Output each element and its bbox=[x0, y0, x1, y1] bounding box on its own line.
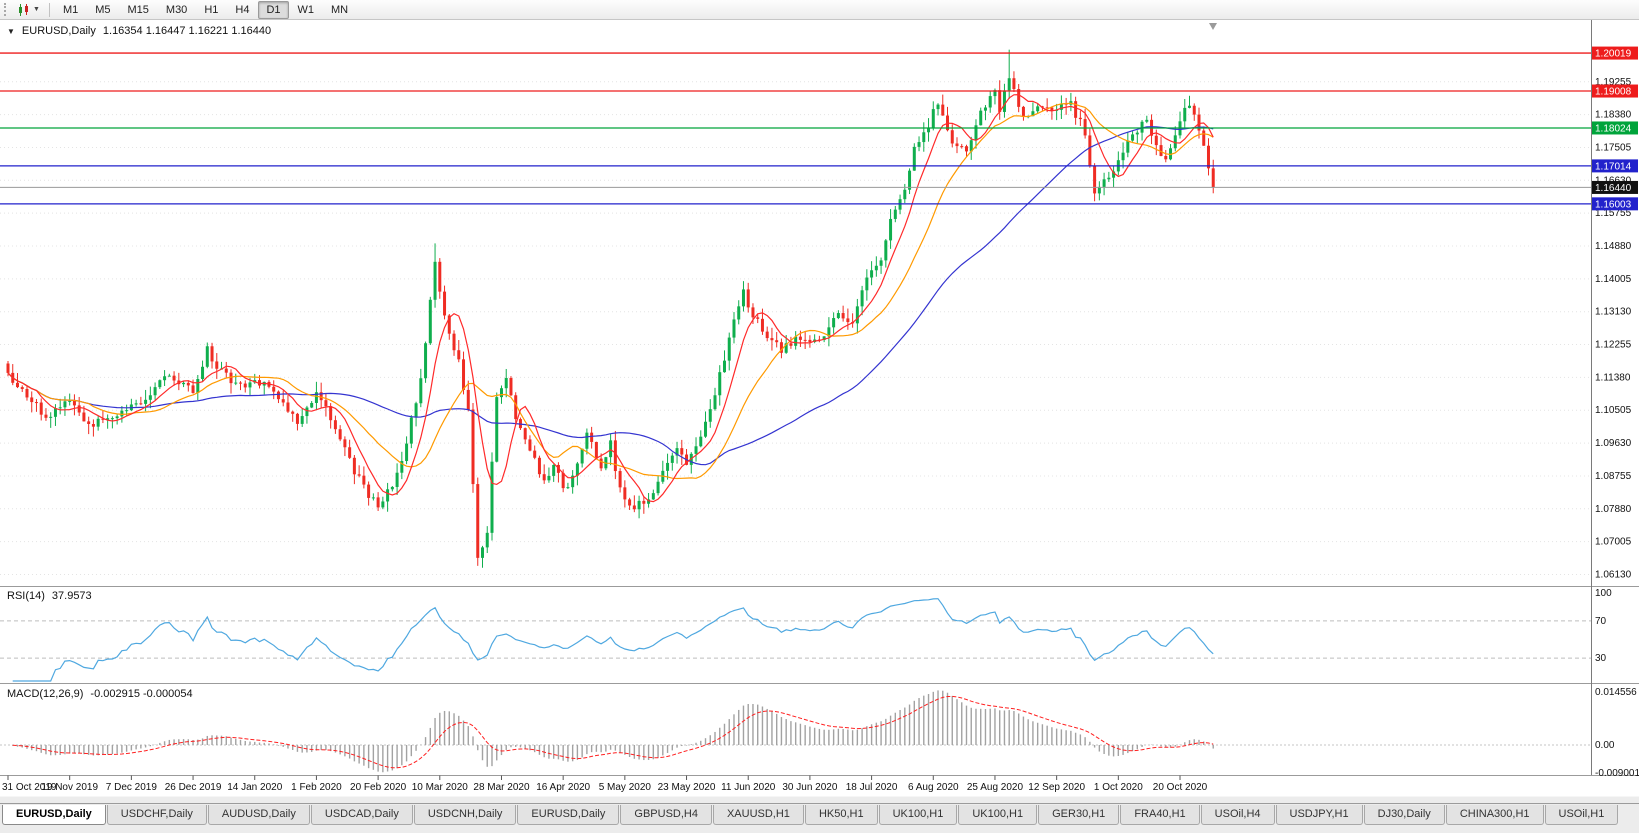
chart-tab-hk50-h1[interactable]: HK50,H1 bbox=[804, 805, 878, 825]
svg-text:6 Aug 2020: 6 Aug 2020 bbox=[908, 782, 959, 793]
svg-text:14 Jan 2020: 14 Jan 2020 bbox=[227, 782, 282, 793]
svg-text:1.08755: 1.08755 bbox=[1595, 471, 1632, 482]
svg-text:1.09630: 1.09630 bbox=[1595, 438, 1632, 449]
svg-text:1.12255: 1.12255 bbox=[1595, 340, 1632, 351]
svg-text:1 Feb 2020: 1 Feb 2020 bbox=[291, 782, 342, 793]
toolbar-separator bbox=[48, 2, 50, 17]
svg-text:1.07880: 1.07880 bbox=[1595, 504, 1632, 515]
timeframe-button-m15[interactable]: M15 bbox=[127, 3, 149, 16]
svg-text:26 Dec 2019: 26 Dec 2019 bbox=[165, 782, 222, 793]
svg-text:1.13130: 1.13130 bbox=[1595, 307, 1632, 318]
svg-text:1.14880: 1.14880 bbox=[1595, 241, 1632, 252]
chart-tabs-bar: EURUSD,Daily USDCHF,Daily AUDUSD,Daily USDC… bbox=[0, 803, 1639, 833]
macd-pane: 0.014556 0.00 -0.009001 bbox=[0, 687, 1639, 779]
chart-type-button[interactable]: ▼ bbox=[14, 2, 44, 18]
chart-tab-uk100-h1[interactable]: UK100,H1 bbox=[958, 805, 1038, 825]
timeframe-button-m5[interactable]: M5 bbox=[95, 3, 111, 16]
svg-text:1 Oct 2020: 1 Oct 2020 bbox=[1094, 782, 1143, 793]
svg-text:16 Apr 2020: 16 Apr 2020 bbox=[536, 782, 590, 793]
chart-window: 1.19255 1.18380 1.17505 1.16630 1.15755 1.148… bbox=[0, 20, 1639, 803]
chart-shift-marker bbox=[1209, 23, 1217, 30]
chart-tab-uk100-h1[interactable]: UK100,H1 bbox=[878, 805, 958, 825]
svg-text:0.00: 0.00 bbox=[1595, 740, 1615, 751]
moving-averages bbox=[7, 94, 1214, 503]
chart-tab-dj30-daily[interactable]: DJ30,Daily bbox=[1363, 805, 1445, 825]
timeframe-button-m1[interactable]: M1 bbox=[62, 3, 79, 16]
svg-text:100: 100 bbox=[1595, 588, 1612, 599]
chart-tab-eurusd-daily[interactable]: EURUSD,Daily bbox=[517, 805, 620, 825]
svg-text:0.014556: 0.014556 bbox=[1595, 687, 1637, 698]
pane-splitters bbox=[0, 20, 1639, 803]
chart-tab-usoil-h4[interactable]: USOil,H4 bbox=[1200, 805, 1275, 825]
svg-text:-0.009001: -0.009001 bbox=[1595, 768, 1639, 779]
chart-tab-eurusd-daily[interactable]: EURUSD,Daily bbox=[2, 805, 106, 825]
svg-text:1.10505: 1.10505 bbox=[1595, 405, 1632, 416]
svg-text:1.18380: 1.18380 bbox=[1595, 110, 1632, 121]
timeframe-button-mn[interactable]: MN bbox=[331, 3, 349, 16]
timeframe-toolbar: ▼ M1 M5 M15 M30 H1 H4 D1 W1 MN bbox=[0, 0, 1639, 20]
dropdown-caret-icon: ▼ bbox=[33, 5, 40, 13]
svg-text:25 Aug 2020: 25 Aug 2020 bbox=[967, 782, 1024, 793]
svg-text:1.07005: 1.07005 bbox=[1595, 537, 1632, 548]
svg-text:1.17014: 1.17014 bbox=[1595, 161, 1632, 172]
chart-tab-usdjpy-h1[interactable]: USDJPY,H1 bbox=[1275, 805, 1363, 825]
svg-text:19 Nov 2019: 19 Nov 2019 bbox=[41, 782, 98, 793]
svg-text:5 May 2020: 5 May 2020 bbox=[599, 782, 652, 793]
chart-tab-ger30-h1[interactable]: GER30,H1 bbox=[1038, 805, 1120, 825]
svg-text:1.16003: 1.16003 bbox=[1595, 199, 1632, 210]
price-axis: 1.19255 1.18380 1.17505 1.16630 1.15755 1.148… bbox=[1595, 77, 1632, 581]
svg-text:1.19255: 1.19255 bbox=[1595, 77, 1632, 88]
svg-text:1.18024: 1.18024 bbox=[1595, 123, 1632, 134]
svg-text:1.11380: 1.11380 bbox=[1595, 372, 1631, 383]
svg-text:1.19008: 1.19008 bbox=[1595, 87, 1632, 98]
svg-text:1.14005: 1.14005 bbox=[1595, 274, 1632, 285]
chart-canvas[interactable]: 1.19255 1.18380 1.17505 1.16630 1.15755 1.148… bbox=[0, 20, 1639, 803]
svg-text:1.20019: 1.20019 bbox=[1595, 49, 1632, 60]
timeframe-button-h4[interactable]: H4 bbox=[235, 3, 250, 16]
timeframe-buttons: M1 M5 M15 M30 H1 H4 D1 W1 MN bbox=[55, 0, 356, 19]
timeframe-button-m30[interactable]: M30 bbox=[165, 3, 188, 16]
svg-text:31 Oct 2019: 31 Oct 2019 bbox=[2, 782, 57, 793]
svg-text:20 Feb 2020: 20 Feb 2020 bbox=[350, 782, 407, 793]
chart-tab-gbpusd-h4[interactable]: GBPUSD,H4 bbox=[620, 805, 712, 825]
svg-text:70: 70 bbox=[1595, 616, 1607, 627]
chart-tab-usdcad-daily[interactable]: USDCAD,Daily bbox=[310, 805, 413, 825]
svg-text:23 May 2020: 23 May 2020 bbox=[658, 782, 716, 793]
chart-tab-usoil-h1[interactable]: USOil,H1 bbox=[1544, 805, 1619, 825]
chart-tab-usdchf-daily[interactable]: USDCHF,Daily bbox=[106, 805, 207, 825]
svg-text:28 Mar 2020: 28 Mar 2020 bbox=[473, 782, 530, 793]
svg-text:1.17505: 1.17505 bbox=[1595, 142, 1632, 153]
svg-text:1.16440: 1.16440 bbox=[1595, 183, 1632, 194]
svg-text:11 Jun 2020: 11 Jun 2020 bbox=[721, 782, 776, 793]
svg-text:1.15755: 1.15755 bbox=[1595, 208, 1632, 219]
svg-text:12 Sep 2020: 12 Sep 2020 bbox=[1028, 782, 1085, 793]
chart-tab-fra40-h1[interactable]: FRA40,H1 bbox=[1120, 805, 1200, 825]
svg-text:1.06130: 1.06130 bbox=[1595, 569, 1632, 580]
svg-text:30 Jun 2020: 30 Jun 2020 bbox=[782, 782, 837, 793]
svg-text:7 Dec 2019: 7 Dec 2019 bbox=[106, 782, 158, 793]
candlestick-icon bbox=[19, 3, 28, 16]
timeframe-button-d1[interactable]: D1 bbox=[258, 0, 289, 19]
svg-text:30: 30 bbox=[1595, 653, 1607, 664]
chart-tab-audusd-daily[interactable]: AUDUSD,Daily bbox=[207, 805, 310, 825]
timeframe-button-h1[interactable]: H1 bbox=[204, 3, 219, 16]
svg-text:18 Jul 2020: 18 Jul 2020 bbox=[846, 782, 898, 793]
chart-tab-china300-h1[interactable]: CHINA300,H1 bbox=[1445, 805, 1544, 825]
svg-text:10 Mar 2020: 10 Mar 2020 bbox=[412, 782, 469, 793]
rsi-pane: 100 70 30 bbox=[0, 588, 1612, 682]
toolbar-grip[interactable] bbox=[4, 3, 9, 16]
svg-text:1.16630: 1.16630 bbox=[1595, 175, 1632, 186]
one-click-trading-toggle[interactable]: ▼ bbox=[7, 26, 15, 36]
chart-tab-usdcnh-daily[interactable]: USDCNH,Daily bbox=[413, 805, 517, 825]
timeframe-button-w1[interactable]: W1 bbox=[297, 3, 315, 16]
svg-text:20 Oct 2020: 20 Oct 2020 bbox=[1153, 782, 1208, 793]
chart-tab-xauusd-h1[interactable]: XAUUSD,H1 bbox=[712, 805, 804, 825]
price-levels: 1.20019 1.19008 1.18024 1.17014 1.16003 1.164… bbox=[0, 46, 1638, 211]
